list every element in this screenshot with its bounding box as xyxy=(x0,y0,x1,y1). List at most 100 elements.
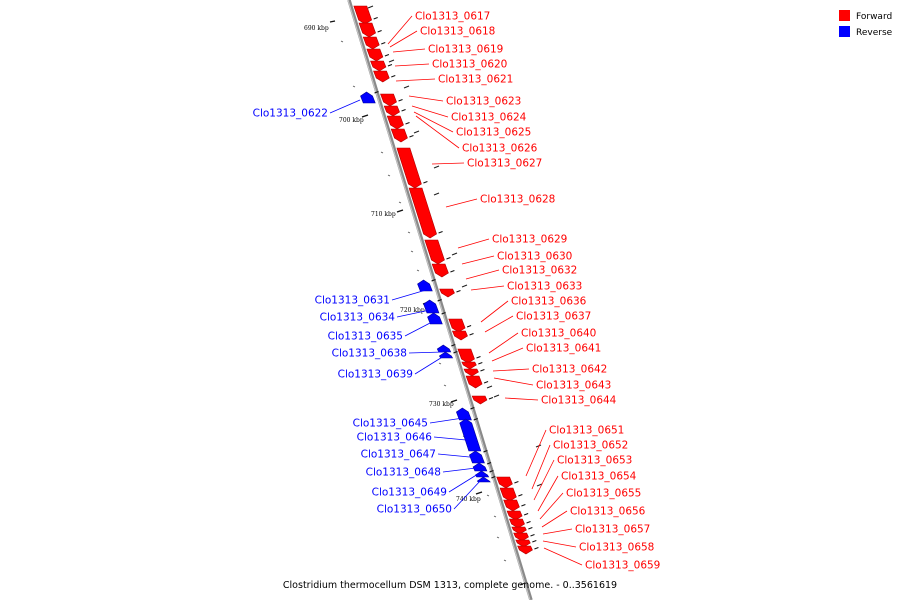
forward-gene-leader xyxy=(461,255,495,265)
gene-features xyxy=(353,5,539,555)
gene-end-tick xyxy=(466,325,472,328)
reverse-gene-arrow xyxy=(475,470,490,478)
forward-gene-arrow xyxy=(517,545,533,555)
minor-tick xyxy=(387,174,391,177)
forward-gene-arrow xyxy=(424,239,445,265)
reverse-gene-label: Clo1313_0631 xyxy=(315,295,390,307)
scale-label: 700 kbp xyxy=(339,117,364,124)
gene-end-tick xyxy=(469,333,474,336)
forward-gene-arrow xyxy=(408,187,437,239)
forward-gene-arrow xyxy=(383,105,400,117)
reverse-gene-leader xyxy=(404,321,433,337)
forward-gene-label: Clo1313_0658 xyxy=(579,542,654,554)
gene-end-tick xyxy=(398,99,403,102)
forward-gene-label: Clo1313_0644 xyxy=(541,395,617,407)
forward-gene-leader xyxy=(470,285,505,291)
gene-end-tick xyxy=(381,42,386,45)
forward-gene-label: Clo1313_0621 xyxy=(438,74,513,86)
forward-gene-arrow xyxy=(362,36,380,50)
forward-gene-leader xyxy=(492,368,530,372)
gene-end-tick xyxy=(441,312,446,315)
minor-tick xyxy=(503,559,507,562)
gene-end-tick xyxy=(521,504,526,507)
forward-gene-label: Clo1313_0643 xyxy=(536,380,611,392)
reverse-gene-arrow xyxy=(459,418,482,452)
minor-tick xyxy=(535,444,542,448)
forward-gene-label: Clo1313_0619 xyxy=(428,44,503,56)
forward-gene-arrow xyxy=(463,368,479,377)
gene-end-tick xyxy=(377,30,382,33)
minor-tick xyxy=(416,269,420,272)
gene-end-tick xyxy=(470,407,475,410)
gene-end-tick xyxy=(373,17,378,20)
reverse-gene-arrow xyxy=(427,312,443,325)
forward-gene-label: Clo1313_0620 xyxy=(432,59,507,71)
gene-end-tick xyxy=(437,299,442,302)
forward-gene-label: Clo1313_0641 xyxy=(526,343,601,355)
forward-gene-label: Clo1313_0656 xyxy=(570,506,646,518)
reverse-gene-leader xyxy=(453,479,482,510)
genome-caption: Clostridium thermocellum DSM 1313, compl… xyxy=(283,580,617,591)
reverse-gene-label: Clo1313_0645 xyxy=(353,418,428,430)
gene-end-tick xyxy=(450,270,455,273)
minor-tick xyxy=(496,536,500,539)
forward-gene-label: Clo1313_0655 xyxy=(566,488,641,500)
forward-gene-leader xyxy=(484,315,514,333)
minor-tick xyxy=(433,192,440,196)
forward-gene-label: Clo1313_0637 xyxy=(516,311,591,323)
scale-tick xyxy=(450,399,458,403)
forward-gene-label: Clo1313_0652 xyxy=(553,440,628,452)
reverse-gene-leader xyxy=(442,467,477,473)
forward-gene-label: Clo1313_0654 xyxy=(561,471,637,483)
reverse-gene-arrow xyxy=(472,462,488,472)
forward-gene-arrow xyxy=(515,539,531,548)
reverse-gene-leader xyxy=(396,309,431,318)
reverse-gene-label: Clo1313_0635 xyxy=(328,331,403,343)
reverse-gene-arrow xyxy=(360,91,376,104)
gene-end-tick xyxy=(514,481,519,484)
forward-gene-arrow xyxy=(396,147,422,189)
forward-gene-arrow xyxy=(366,48,384,62)
forward-gene-leader xyxy=(457,238,490,249)
forward-gene-leader xyxy=(445,198,478,208)
forward-gene-label: Clo1313_0633 xyxy=(507,281,582,293)
forward-gene-leader xyxy=(504,397,539,401)
scale-label: 730 kbp xyxy=(429,401,454,408)
forward-gene-leader xyxy=(539,492,564,520)
reverse-gene-leader xyxy=(329,99,361,114)
minor-tick xyxy=(461,284,468,288)
forward-gene-leader xyxy=(389,30,418,48)
forward-gene-leader xyxy=(387,15,413,45)
gene-end-tick xyxy=(488,397,494,400)
forward-gene-leader xyxy=(411,105,449,118)
forward-gene-arrow xyxy=(461,361,477,370)
minor-tick xyxy=(398,201,402,204)
forward-gene-leader xyxy=(543,547,583,566)
forward-gene-leader xyxy=(493,377,534,386)
forward-gene-label: Clo1313_0626 xyxy=(462,143,538,155)
forward-gene-label: Clo1313_0625 xyxy=(456,127,531,139)
gene-end-tick xyxy=(374,91,379,94)
gene-end-tick xyxy=(453,351,458,354)
forward-gene-label: Clo1313_0657 xyxy=(575,524,650,536)
gene-end-tick xyxy=(518,494,523,497)
minor-tick xyxy=(486,385,493,389)
gene-labels: Clo1313_0617 Clo1313_0618 Clo1313_0619 Clo1… xyxy=(253,11,661,572)
forward-gene-arrow xyxy=(353,5,373,25)
minor-tick xyxy=(451,252,458,256)
reverse-gene-leader xyxy=(391,289,427,301)
forward-gene-arrow xyxy=(439,288,455,298)
gene-end-tick xyxy=(483,450,488,453)
legend-reverse-label: Reverse xyxy=(856,28,893,38)
reverse-gene-label: Clo1313_0646 xyxy=(357,432,433,444)
reverse-gene-label: Clo1313_0650 xyxy=(377,504,452,516)
forward-gene-label: Clo1313_0624 xyxy=(451,112,527,124)
minor-tick xyxy=(367,5,374,9)
forward-gene-arrow xyxy=(471,395,488,405)
minor-tick xyxy=(340,40,344,43)
forward-gene-leader xyxy=(465,269,500,280)
minor-tick xyxy=(403,85,410,89)
minor-tick xyxy=(433,165,440,169)
gene-end-tick xyxy=(409,135,414,138)
reverse-gene-leader xyxy=(408,351,444,354)
